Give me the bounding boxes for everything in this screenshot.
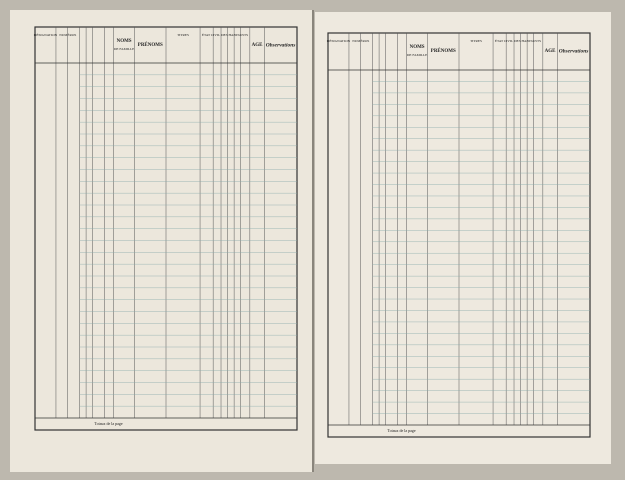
right-page xyxy=(315,12,611,464)
header-age: AGE xyxy=(545,49,557,54)
header-designation: DÉSIGNATION xyxy=(34,32,58,37)
header-observations: Observations xyxy=(266,42,296,48)
header-names-sub: DE FAMILLE xyxy=(114,47,134,51)
right-table: DÉSIGNATION NUMÉROS NOMS DE FAMILLE PRÉNOMS T… xyxy=(327,32,591,438)
header-titles: TITRES xyxy=(470,39,482,43)
header-names: NOMS xyxy=(117,39,132,44)
header-civil: ÉTAT CIVIL DES HABITANTS xyxy=(495,38,541,43)
header-numbers: NUMÉROS xyxy=(59,32,76,37)
header-numbers: NUMÉROS xyxy=(352,38,369,43)
header-designation: DÉSIGNATION xyxy=(327,38,351,43)
header-first-names: PRÉNOMS xyxy=(431,48,456,54)
header-civil: ÉTAT CIVIL DES HABITANTS xyxy=(202,32,248,37)
left-page xyxy=(10,10,313,472)
header-titles: TITRES xyxy=(177,33,189,37)
header-first-names: PRÉNOMS xyxy=(138,42,163,48)
header-observations: Observations xyxy=(559,48,589,54)
header-names-sub: DE FAMILLE xyxy=(407,53,427,57)
left-table: DÉSIGNATION NUMÉROS NOMS DE FAMILLE PRÉNOMS T… xyxy=(34,26,298,431)
footer-label: Totaux de la page xyxy=(94,421,122,426)
header-age: AGE xyxy=(252,43,264,48)
header-names: NOMS xyxy=(410,45,425,50)
footer-label: Totaux de la page xyxy=(387,428,415,433)
